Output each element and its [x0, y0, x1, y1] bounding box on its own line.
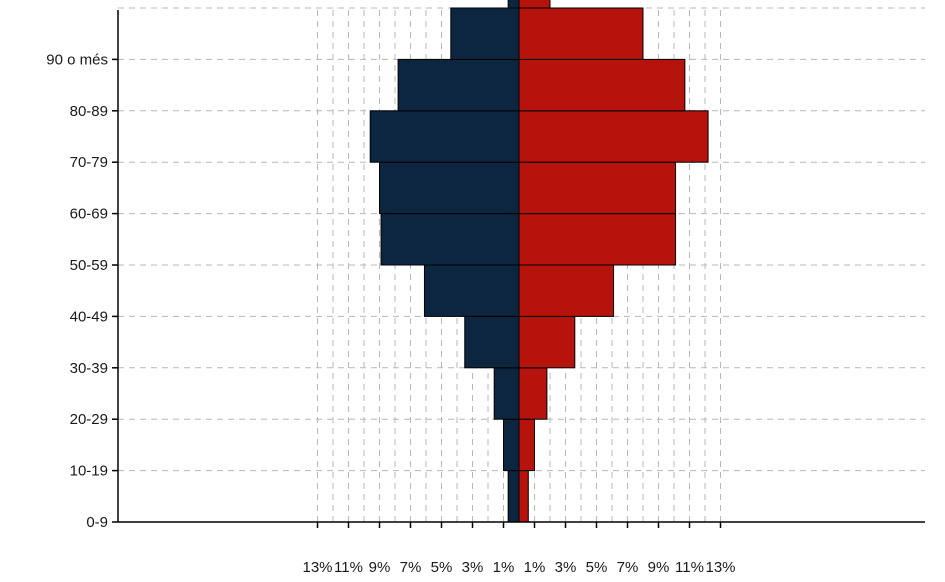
- y-tick-label: 0-9: [86, 514, 108, 531]
- x-tick-label: 5%: [431, 559, 453, 576]
- right-bar: [518, 264, 615, 317]
- x-tick-label: 3%: [555, 559, 577, 576]
- x-tick-label: 1%: [493, 559, 515, 576]
- left-bar: [379, 161, 520, 215]
- y-tick-label: 90 o més: [46, 51, 108, 68]
- left-bar: [397, 58, 520, 112]
- x-tick-label: 13%: [302, 559, 332, 576]
- right-bar: [518, 110, 709, 163]
- right-bar: [518, 367, 548, 420]
- left-bar: [503, 418, 520, 472]
- right-bar: [518, 58, 686, 112]
- right-bar: [518, 213, 677, 266]
- left-bar: [493, 367, 520, 420]
- left-bar: [423, 264, 520, 317]
- left-bar: [507, 0, 520, 9]
- right-bar: [518, 0, 551, 9]
- x-tick-label: 9%: [648, 559, 670, 576]
- x-tick-label: 9%: [369, 559, 391, 576]
- left-bar: [450, 7, 520, 60]
- right-bar: [518, 418, 535, 472]
- y-tick-label: 10-19: [70, 463, 108, 480]
- y-tick-label: 50-59: [70, 257, 108, 274]
- left-bar: [507, 470, 520, 523]
- right-bar: [518, 315, 576, 369]
- left-bar: [464, 315, 520, 369]
- y-tick-label: 20-29: [70, 411, 108, 428]
- left-bar: [369, 110, 520, 163]
- right-bar: [518, 470, 529, 523]
- x-tick-label: 5%: [586, 559, 608, 576]
- x-tick-label: 13%: [705, 559, 735, 576]
- right-bar: [518, 161, 677, 215]
- x-tick-label: 3%: [462, 559, 484, 576]
- right-bar: [518, 7, 644, 60]
- left-bar: [380, 213, 520, 266]
- x-tick-label: 11%: [675, 559, 704, 576]
- x-tick-label: 7%: [617, 559, 639, 576]
- x-tick-label: 7%: [400, 559, 422, 576]
- x-tick-label: 1%: [524, 559, 546, 576]
- y-tick-label: 70-79: [70, 154, 108, 171]
- x-tick-label: 11%: [334, 559, 363, 576]
- y-tick-label: 40-49: [70, 308, 108, 325]
- y-tick-label: 80-89: [70, 103, 108, 120]
- y-tick-label: 60-69: [70, 206, 108, 223]
- y-tick-label: 30-39: [70, 360, 108, 377]
